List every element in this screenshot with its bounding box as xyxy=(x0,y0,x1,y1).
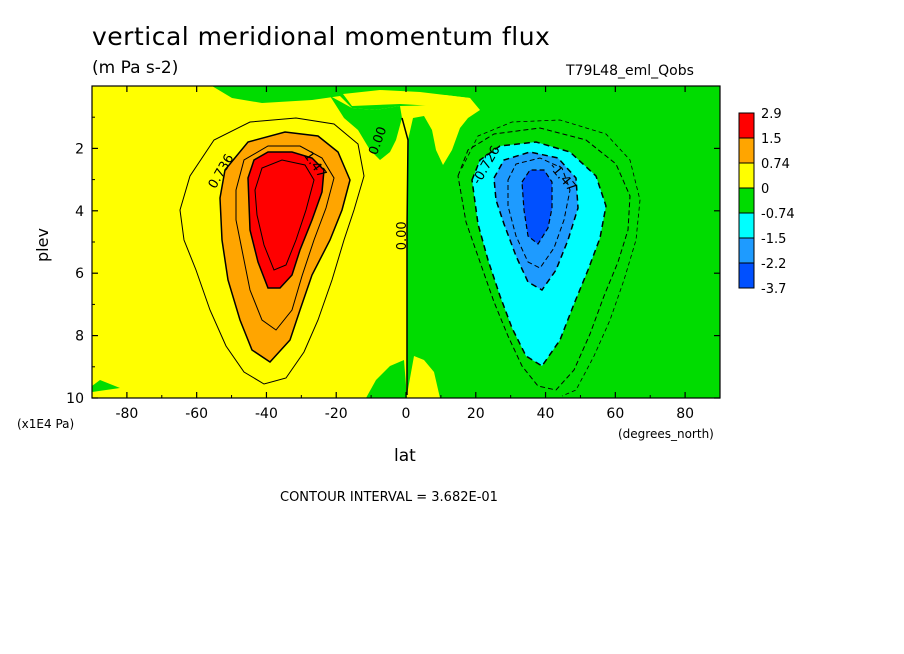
bottom-left-green xyxy=(92,380,120,392)
colorbar-label: -1.5 xyxy=(761,232,786,247)
negative-blue-region xyxy=(521,169,553,245)
contour-interval: CONTOUR INTERVAL = 3.682E-01 xyxy=(280,490,498,505)
colorbar-label: -3.7 xyxy=(761,282,786,297)
colorbar-swatch xyxy=(738,137,755,164)
y-tick-label: 6 xyxy=(75,266,84,282)
chart-title: vertical meridional momentum flux xyxy=(92,22,551,51)
positive-inner-contour xyxy=(254,159,315,271)
negative-outer-contour xyxy=(457,127,631,391)
colorbar-swatch xyxy=(738,262,755,289)
colorbar-label: 1.5 xyxy=(761,132,782,147)
zero-contour-line xyxy=(401,117,409,395)
x-tick-label: 20 xyxy=(467,406,485,422)
contour-label: 0.00 xyxy=(395,221,410,250)
colorbar-swatch xyxy=(738,162,755,189)
colorbar-swatch xyxy=(738,112,755,139)
dataset-label: T79L48_eml_Qobs xyxy=(566,63,694,79)
y-tick-label: 4 xyxy=(75,204,84,220)
x-tick-label: -40 xyxy=(255,406,278,422)
colorbar-label: 0.74 xyxy=(761,157,790,172)
colorbar-swatch xyxy=(738,237,755,264)
x-tick-label: 60 xyxy=(606,406,624,422)
y-tick-label: 2 xyxy=(75,141,84,157)
x-tick-label: 40 xyxy=(537,406,555,422)
x-tick-label: -60 xyxy=(185,406,208,422)
y-tick-label: 10 xyxy=(66,391,84,407)
x-tick-label: -20 xyxy=(325,406,348,422)
x-tick-label: -80 xyxy=(115,406,138,422)
colorbar: 2.9 1.5 0.74 0 -0.74 -1.5 -2.2 -3.7 xyxy=(738,107,795,297)
x-tick-label: 0 xyxy=(402,406,411,422)
upper-green-tongue xyxy=(330,96,402,160)
x-axis-label: lat xyxy=(394,446,416,466)
negative-outermost-contour xyxy=(461,119,641,397)
positive-red-region xyxy=(247,151,325,289)
positive-outer-contour xyxy=(179,117,365,385)
top-yellow-pocket xyxy=(343,90,475,107)
x-axis-unit: (degrees_north) xyxy=(618,427,714,441)
colorbar-label: 0 xyxy=(761,182,769,197)
colorbar-label: -0.74 xyxy=(761,207,795,222)
colorbar-swatch xyxy=(738,212,755,239)
bottom-center-green xyxy=(366,360,407,398)
positive-mid-contour xyxy=(235,145,335,331)
y-axis: 2 4 6 8 10 xyxy=(66,116,720,407)
x-axis: -80 -60 -40 -20 0 20 40 60 80 xyxy=(91,86,721,422)
filled-contours xyxy=(92,86,720,398)
x-tick-label: 80 xyxy=(676,406,694,422)
colorbar-label: 2.9 xyxy=(761,107,782,122)
y-axis-unit: (x1E4 Pa) xyxy=(17,417,75,431)
colorbar-label: -2.2 xyxy=(761,257,786,272)
colorbar-swatch xyxy=(738,187,755,214)
top-green-band xyxy=(212,86,720,110)
chart-units: (m Pa s-2) xyxy=(92,58,179,78)
y-tick-label: 8 xyxy=(75,329,84,345)
